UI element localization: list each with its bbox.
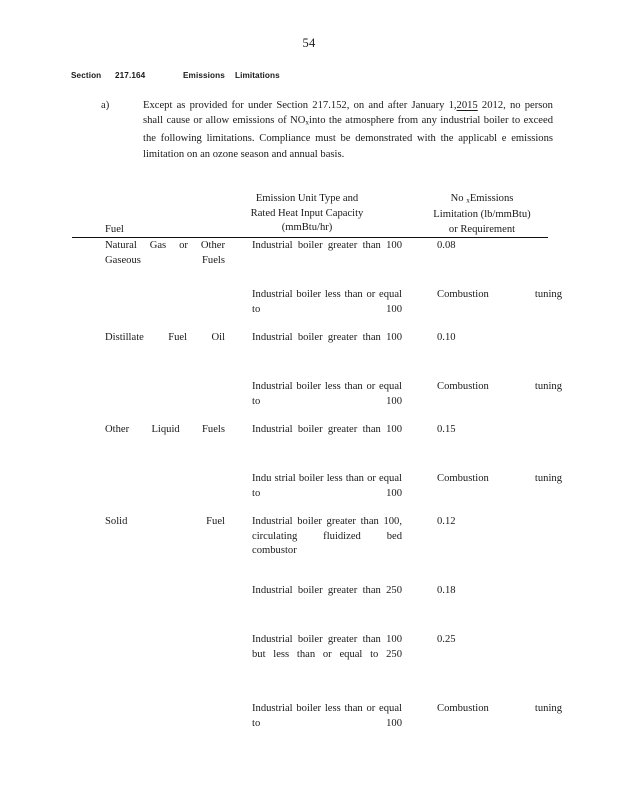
inserted-year: 2015 bbox=[456, 100, 478, 111]
paragraph-text-part1: Except as provided for under Section 217… bbox=[143, 100, 457, 111]
cell-emission-unit: Industrial boiler greater than 250 bbox=[252, 585, 402, 596]
column-header-fuel: Fuel bbox=[105, 224, 124, 235]
deleted-year: 2012 bbox=[481, 100, 504, 111]
cell-fuel: Distillate Fuel Oil bbox=[105, 332, 225, 343]
cell-nox-limitation: 0.25 bbox=[437, 634, 456, 645]
table-row: Solid Fuel Industrial boiler greater than… bbox=[72, 515, 548, 556]
cell-emission-unit: Industrial boiler less than or equal to … bbox=[252, 381, 402, 407]
paragraph-a: a) Except as provided for under Section … bbox=[101, 98, 553, 162]
table-body: Natural Gas or Other Gaseous Fuels Indust… bbox=[72, 239, 562, 729]
table-row: Natural Gas or Other Gaseous Fuels Indust… bbox=[72, 239, 548, 266]
nox-label-post: Emissions bbox=[469, 193, 514, 204]
section-heading-word-emissions: Emissions bbox=[183, 71, 225, 80]
nox-label-subscript: x bbox=[466, 196, 470, 205]
paragraph-text-part2: , no person shall cause or allow emissio… bbox=[143, 100, 553, 127]
cell-nox-limitation: Combustion tuning bbox=[437, 473, 562, 484]
cell-emission-unit: Industrial boiler less than or equal to … bbox=[252, 703, 402, 729]
table-row: Industrial boiler greater than 250 0.18 bbox=[72, 584, 548, 604]
cell-emission-unit: Industrial boiler less than or equal to … bbox=[252, 289, 402, 315]
cell-emission-unit: Industrial boiler greater than 100 bbox=[252, 240, 402, 251]
table-row: Industrial boiler less than or equal to … bbox=[72, 702, 562, 729]
cell-emission-unit: Industrial boiler greater than 100 but l… bbox=[252, 634, 402, 660]
cell-nox-limitation: 0.08 bbox=[437, 240, 456, 251]
paragraph-text-part3: into the atmosphere from any industrial … bbox=[143, 115, 553, 160]
page-number: 54 bbox=[302, 36, 316, 50]
cell-fuel: Other Liquid Fuels bbox=[105, 424, 225, 435]
section-heading-number: 217.164 bbox=[115, 71, 146, 80]
nox-label-pre: No bbox=[450, 193, 464, 204]
cell-emission-unit: Indu strial boiler less than or equal to… bbox=[252, 473, 402, 499]
cell-nox-limitation: 0.12 bbox=[437, 516, 456, 527]
column-header-nox-limitation: No xEmissions Limitation (lb/mmBtu) or R… bbox=[412, 192, 552, 237]
table-row: Other Liquid Fuels Industrial boiler grea… bbox=[72, 423, 548, 443]
cell-nox-limitation: Combustion tuning bbox=[437, 703, 562, 714]
column-header-nox-limitation-line1: No xEmissions bbox=[412, 192, 552, 208]
emissions-limitations-table: Fuel Emission Unit Type and Rated Heat I… bbox=[72, 192, 562, 729]
table-header-row: Fuel Emission Unit Type and Rated Heat I… bbox=[72, 192, 548, 239]
paragraph-body: Except as provided for under Section 217… bbox=[143, 98, 553, 162]
column-header-nox-limitation-line2: Limitation (lb/mmBtu) bbox=[433, 209, 531, 221]
cell-nox-limitation: 0.18 bbox=[437, 585, 456, 596]
table-row: Distillate Fuel Oil Industrial boiler gre… bbox=[72, 331, 548, 351]
table-row: Indu strial boiler less than or equal to… bbox=[72, 472, 562, 499]
section-heading-word-limitations: Limitations bbox=[235, 71, 280, 80]
column-header-emission-unit-line3: (mmBtu/hr) bbox=[281, 222, 333, 234]
table-row: Industrial boiler less than or equal to … bbox=[72, 380, 562, 407]
cell-emission-unit: Industrial boiler greater than 100 bbox=[252, 424, 402, 435]
table-row: Industrial boiler less than or equal to … bbox=[72, 288, 562, 315]
cell-nox-limitation: 0.10 bbox=[437, 332, 456, 343]
nox-subscript: x bbox=[305, 118, 310, 127]
cell-emission-unit: Industrial boiler greater than 100, circ… bbox=[252, 516, 402, 557]
cell-emission-unit: Industrial boiler greater than 100 bbox=[252, 332, 402, 343]
column-header-emission-unit-line1: Emission Unit Type and bbox=[255, 193, 359, 204]
paragraph-marker: a) bbox=[101, 100, 110, 111]
cell-nox-limitation: 0.15 bbox=[437, 424, 456, 435]
column-header-emission-unit-line2: Rated Heat Input Capacity bbox=[250, 207, 364, 219]
cell-nox-limitation: Combustion tuning bbox=[437, 289, 562, 300]
section-heading: Section 217.164 Emissions Limitations bbox=[71, 71, 551, 80]
column-header-nox-limitation-line3: or Requirement bbox=[448, 223, 516, 235]
table-row: Industrial boiler greater than 100 but l… bbox=[72, 633, 548, 660]
cell-fuel: Solid Fuel bbox=[105, 516, 225, 527]
cell-fuel: Natural Gas or Other Gaseous Fuels bbox=[105, 240, 225, 266]
section-heading-label: Section bbox=[71, 71, 102, 80]
column-header-emission-unit: Emission Unit Type and Rated Heat Input … bbox=[232, 192, 382, 236]
cell-nox-limitation: Combustion tuning bbox=[437, 381, 562, 392]
table-header-rule bbox=[72, 237, 548, 238]
